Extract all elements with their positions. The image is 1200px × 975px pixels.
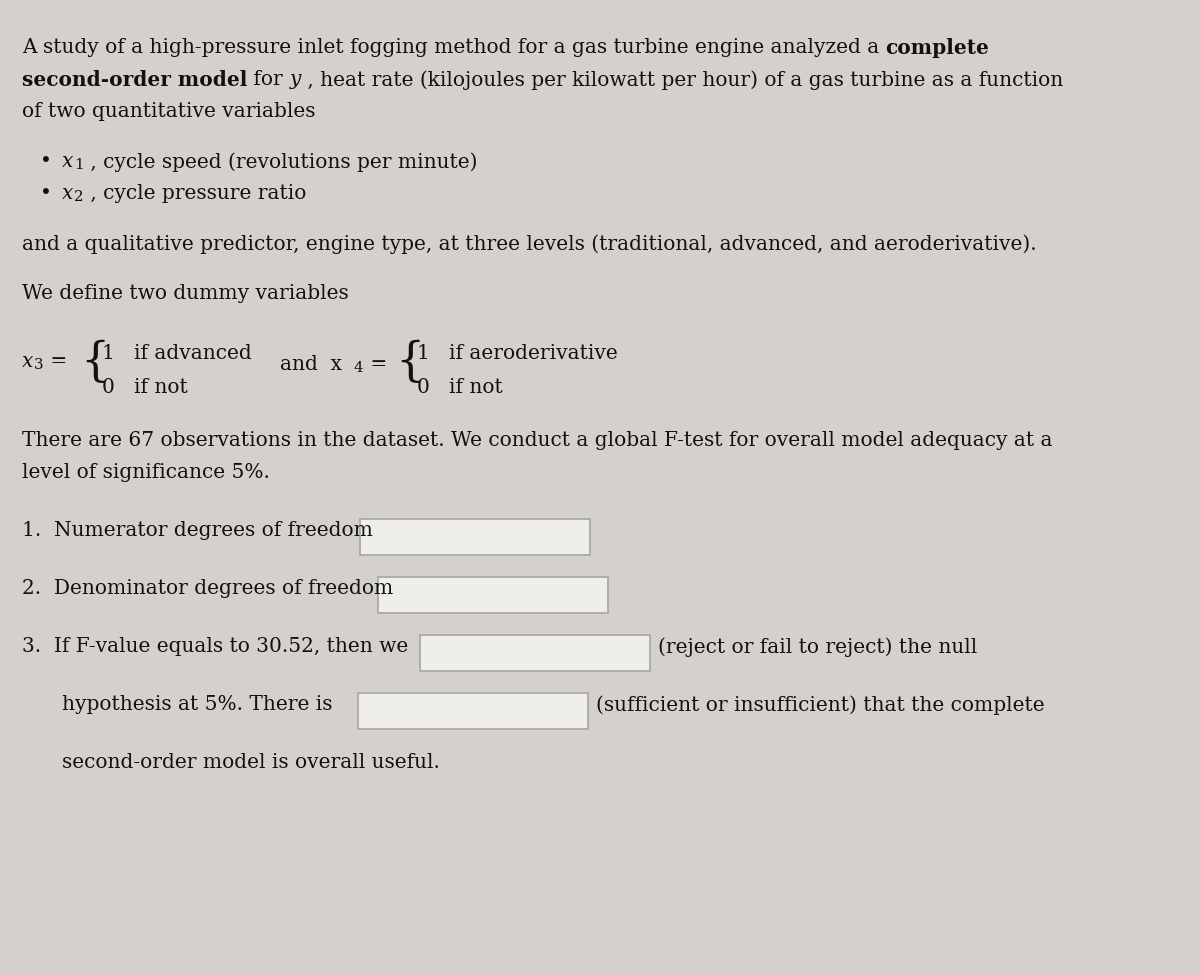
Text: {: { (80, 340, 109, 385)
Text: 1: 1 (74, 158, 84, 172)
Text: (reject or fail to reject) the null: (reject or fail to reject) the null (658, 637, 977, 656)
Text: 0   if not: 0 if not (418, 378, 503, 397)
Text: •: • (40, 184, 52, 203)
Text: , cycle pressure ratio: , cycle pressure ratio (84, 184, 306, 203)
Bar (420, 635, 650, 671)
Text: hypothesis at 5%. There is: hypothesis at 5%. There is (62, 695, 332, 714)
Text: 3.  If F-value equals to 30.52, then we: 3. If F-value equals to 30.52, then we (22, 637, 408, 656)
Text: for: for (247, 70, 289, 89)
Text: , cycle speed (revolutions per minute): , cycle speed (revolutions per minute) (84, 152, 478, 172)
Text: of two quantitative variables: of two quantitative variables (22, 102, 316, 121)
Text: 1   if advanced: 1 if advanced (102, 344, 252, 363)
Text: complete: complete (886, 38, 990, 58)
Text: level of significance 5%.: level of significance 5%. (22, 463, 270, 482)
Text: •: • (40, 152, 52, 171)
Text: and a qualitative predictor, engine type, at three levels (traditional, advanced: and a qualitative predictor, engine type… (22, 234, 1037, 254)
Text: There are 67 observations in the dataset. We conduct a global F-test for overall: There are 67 observations in the dataset… (22, 431, 1052, 450)
Text: A study of a high-pressure inlet fogging method for a gas turbine engine analyze: A study of a high-pressure inlet fogging… (22, 38, 886, 57)
Text: 3: 3 (34, 358, 43, 372)
Bar (360, 519, 590, 555)
Text: and  x: and x (280, 355, 342, 374)
Text: (sufficient or insufficient) that the complete: (sufficient or insufficient) that the co… (596, 695, 1045, 715)
Bar (378, 577, 608, 613)
Text: 2.  Denominator degrees of freedom: 2. Denominator degrees of freedom (22, 579, 394, 598)
Text: y: y (289, 70, 301, 89)
Text: =: = (364, 355, 388, 374)
Text: , heat rate (kilojoules per kilowatt per hour) of a gas turbine as a function: , heat rate (kilojoules per kilowatt per… (301, 70, 1063, 90)
Text: =: = (44, 352, 67, 371)
Text: second-order model: second-order model (22, 70, 247, 90)
Text: x: x (22, 352, 34, 371)
Text: second-order model is overall useful.: second-order model is overall useful. (62, 753, 440, 772)
Text: 0   if not: 0 if not (102, 378, 187, 397)
Text: x: x (62, 184, 73, 203)
Text: 1.  Numerator degrees of freedom: 1. Numerator degrees of freedom (22, 521, 373, 540)
Text: 1   if aeroderivative: 1 if aeroderivative (418, 344, 618, 363)
Text: 4: 4 (354, 361, 364, 375)
Text: 2: 2 (74, 190, 84, 204)
Text: x: x (62, 152, 73, 171)
Text: {: { (395, 340, 425, 385)
Bar (358, 693, 588, 729)
Text: We define two dummy variables: We define two dummy variables (22, 284, 349, 303)
